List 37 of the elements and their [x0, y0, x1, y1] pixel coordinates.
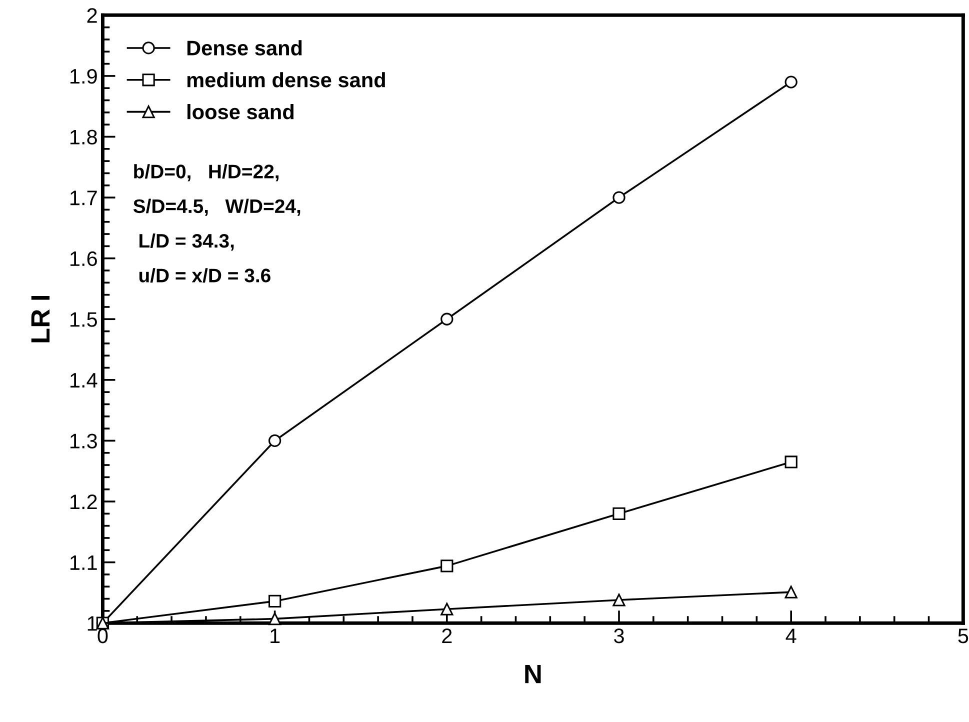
point	[268, 594, 282, 608]
y-axis-title: LR I	[31, 296, 50, 342]
legend-label: medium dense sand	[187, 72, 385, 88]
x-tick-label: 1	[270, 628, 280, 644]
legend-label: Dense sand	[187, 40, 302, 56]
y-tick-label: 1.4	[70, 373, 98, 388]
x-tick-label: 5	[958, 628, 968, 644]
y-tick-label: 1.1	[70, 556, 97, 570]
y-tick-label: 1.3	[70, 434, 97, 448]
point	[784, 76, 798, 88]
point	[612, 191, 626, 204]
point	[784, 456, 798, 468]
y-tick-label: 2	[87, 8, 97, 23]
y-tick-label: 1.2	[70, 494, 97, 510]
annotation: S/D=4.5, W/D=24,	[133, 198, 300, 216]
y-tick-label: 1.7	[70, 190, 97, 206]
x-axis-title: N	[525, 665, 541, 684]
point	[268, 434, 282, 448]
annotation: b/D=0, H/D=22,	[134, 164, 278, 182]
point	[440, 312, 454, 326]
y-tick-label: 1.5	[70, 312, 97, 327]
point	[440, 602, 454, 616]
point	[440, 560, 454, 572]
y-tick-label: 1.8	[70, 130, 97, 144]
point	[612, 507, 626, 520]
point	[268, 612, 282, 626]
x-tick-label: 2	[442, 628, 452, 644]
y-tick-label: 1.6	[70, 251, 97, 266]
x-tick-label: 0	[98, 628, 108, 644]
legend-label: loose sand	[188, 104, 294, 120]
point	[612, 594, 626, 606]
x-tick-label: 3	[614, 628, 624, 644]
annotation: L/D = 34.3,	[140, 233, 234, 251]
y-tick-label: 1.9	[70, 68, 97, 84]
x-tick-label: 4	[786, 628, 796, 644]
annotation: u/D = x/D = 3.6	[139, 268, 270, 283]
point	[784, 586, 798, 598]
